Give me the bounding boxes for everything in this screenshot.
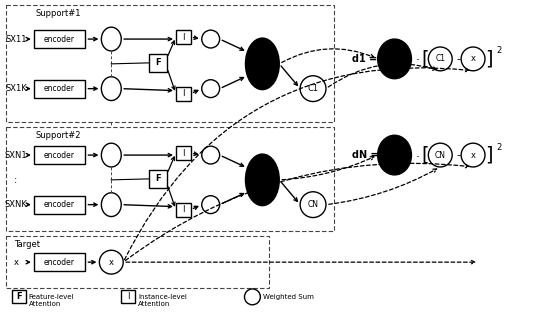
Bar	[176, 87, 191, 101]
Text: encoder: encoder	[44, 258, 75, 267]
Bar	[6, 236, 269, 288]
Text: :: :	[14, 175, 18, 185]
Circle shape	[429, 143, 452, 167]
Text: encoder: encoder	[44, 151, 75, 160]
Text: Feature-level
Attention: Feature-level Attention	[29, 294, 75, 307]
Text: -: -	[456, 150, 460, 160]
Text: x: x	[13, 258, 19, 267]
Circle shape	[202, 146, 220, 164]
Bar	[34, 80, 85, 97]
Text: CN: CN	[435, 151, 446, 160]
Text: encoder: encoder	[44, 84, 75, 93]
Circle shape	[461, 47, 485, 71]
Text: F: F	[16, 292, 22, 301]
Text: I: I	[182, 205, 185, 214]
Bar	[149, 170, 167, 188]
Bar	[176, 203, 191, 216]
Circle shape	[202, 80, 220, 97]
Text: F: F	[155, 174, 161, 183]
Ellipse shape	[101, 143, 121, 167]
Text: [: [	[421, 146, 429, 165]
Text: ·: ·	[415, 54, 419, 67]
Text: F: F	[155, 58, 161, 67]
Ellipse shape	[101, 27, 121, 51]
Text: Weighted Sum: Weighted Sum	[264, 294, 314, 300]
Circle shape	[300, 76, 326, 102]
Bar	[149, 54, 167, 72]
Text: SX1K: SX1K	[5, 84, 27, 93]
Text: ·: ·	[415, 151, 419, 164]
Bar	[34, 253, 85, 271]
Text: encoder: encoder	[44, 200, 75, 209]
Text: C1: C1	[435, 54, 446, 63]
Text: ]: ]	[485, 146, 493, 165]
Text: SXNK: SXNK	[4, 200, 27, 209]
Text: CN: CN	[307, 200, 318, 209]
Text: d1 =: d1 =	[352, 54, 377, 64]
Text: Target: Target	[14, 240, 40, 249]
Ellipse shape	[378, 135, 412, 175]
Ellipse shape	[378, 39, 412, 79]
Bar	[6, 5, 334, 122]
Text: SXN1: SXN1	[4, 151, 27, 160]
Bar	[176, 146, 191, 160]
Circle shape	[429, 47, 452, 71]
Ellipse shape	[101, 193, 121, 216]
Bar	[121, 290, 135, 303]
Text: Support#2: Support#2	[36, 131, 81, 140]
Text: SX11: SX11	[5, 34, 27, 44]
Text: -: -	[456, 54, 460, 64]
Text: x: x	[109, 258, 114, 267]
Text: [: [	[421, 50, 429, 69]
Text: dN =: dN =	[352, 150, 379, 160]
Text: encoder: encoder	[44, 34, 75, 44]
Ellipse shape	[246, 38, 279, 90]
Text: 2: 2	[496, 47, 501, 55]
Bar	[12, 290, 26, 303]
Text: Support#1: Support#1	[36, 9, 81, 18]
Ellipse shape	[246, 154, 279, 206]
Text: 2: 2	[496, 143, 501, 152]
Text: x: x	[471, 54, 476, 63]
Circle shape	[461, 143, 485, 167]
Ellipse shape	[101, 77, 121, 101]
Text: I: I	[182, 149, 185, 157]
Bar	[176, 30, 191, 44]
Circle shape	[300, 192, 326, 217]
Bar	[6, 127, 334, 232]
Text: I: I	[127, 292, 129, 301]
Text: I: I	[182, 32, 185, 42]
Bar	[34, 196, 85, 214]
Text: C1: C1	[307, 84, 318, 93]
Text: Instance-level
Attention: Instance-level Attention	[138, 294, 187, 307]
Circle shape	[202, 30, 220, 48]
Text: x: x	[471, 151, 476, 160]
Circle shape	[99, 250, 123, 274]
Text: I: I	[182, 89, 185, 98]
Bar	[34, 146, 85, 164]
Circle shape	[202, 196, 220, 214]
Bar	[34, 30, 85, 48]
Circle shape	[244, 289, 260, 305]
Text: ]: ]	[485, 50, 493, 69]
